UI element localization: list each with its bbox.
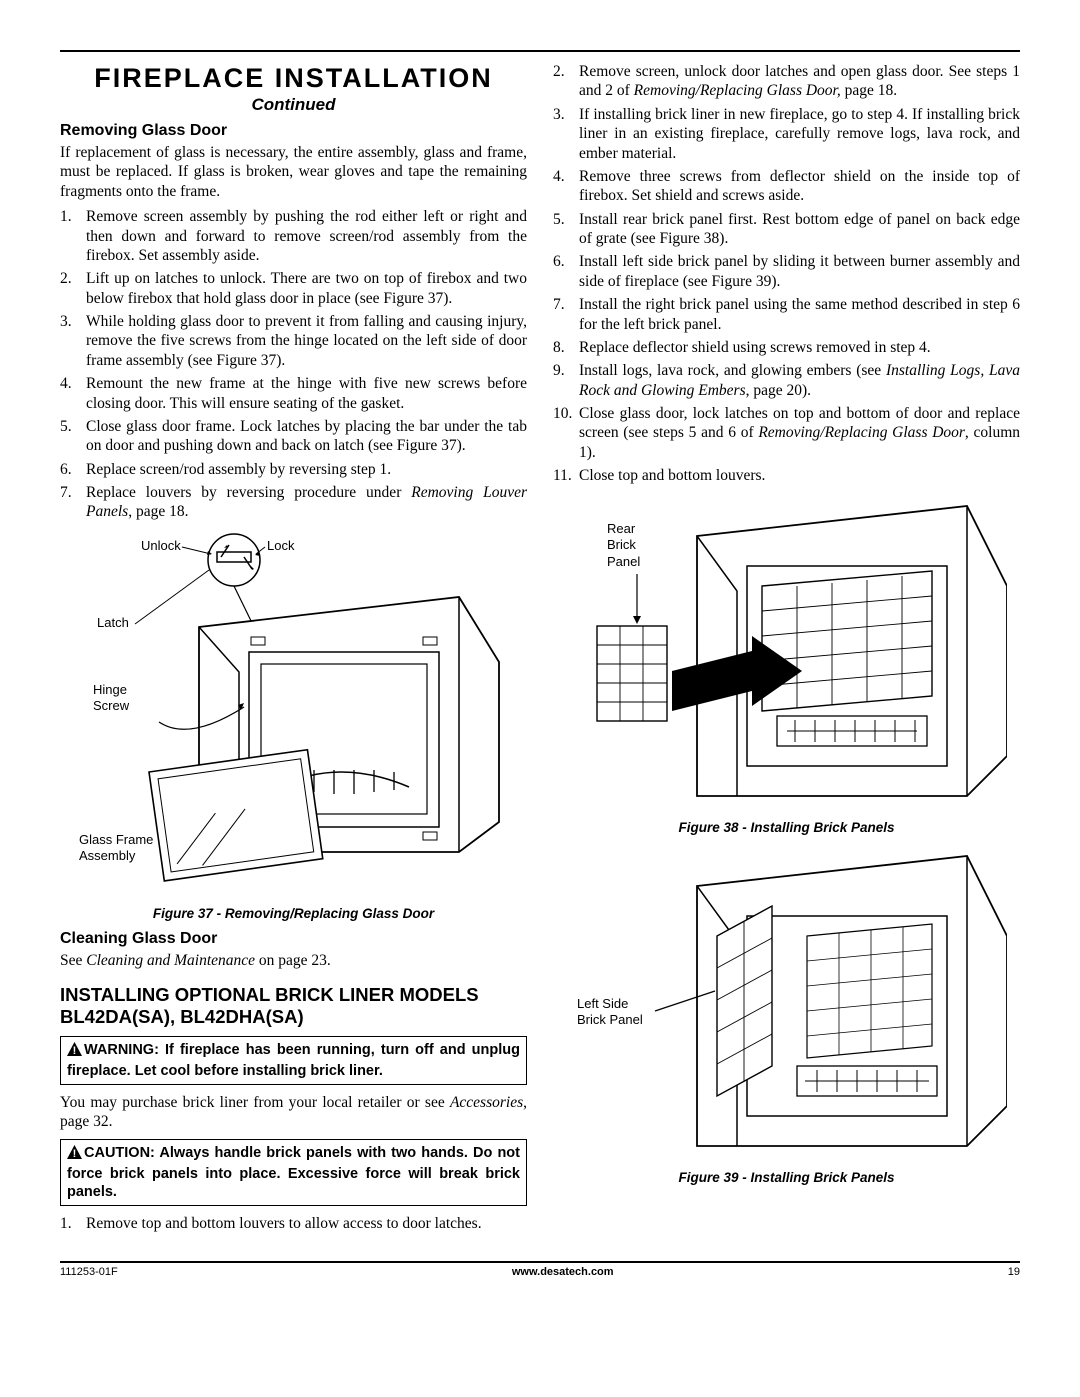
fig39-label-left: Left Side Brick Panel bbox=[577, 996, 657, 1029]
figure-37: Unlock Lock Latch Hinge Screw Glass Fram… bbox=[60, 532, 527, 923]
right-column: 2.Remove screen, unlock door latches and… bbox=[553, 62, 1020, 1237]
cleaning-heading: Cleaning Glass Door bbox=[60, 929, 527, 949]
list-item: 2.Lift up on latches to unlock. There ar… bbox=[60, 269, 527, 308]
warning-text: WARNING: If fireplace has been running, … bbox=[67, 1042, 520, 1078]
list-item: 5.Close glass door frame. Lock latches b… bbox=[60, 417, 527, 456]
brick-steps-left: 1.Remove top and bottom louvers to allow… bbox=[60, 1214, 527, 1233]
footer-page-number: 19 bbox=[1008, 1266, 1020, 1280]
page-subtitle: Continued bbox=[60, 94, 527, 115]
caution-icon: ! bbox=[67, 1145, 82, 1164]
list-item: 8.Replace deflector shield using screws … bbox=[553, 338, 1020, 357]
list-item: 10.Close glass door, lock latches on top… bbox=[553, 404, 1020, 462]
list-item: 5.Install rear brick panel first. Rest b… bbox=[553, 210, 1020, 249]
list-item: 3.While holding glass door to prevent it… bbox=[60, 312, 527, 370]
list-item: 2.Remove screen, unlock door latches and… bbox=[553, 62, 1020, 101]
list-item: 4.Remount the new frame at the hinge wit… bbox=[60, 374, 527, 413]
figure-39: Left Side Brick Panel Figure 39 - Instal… bbox=[553, 846, 1020, 1187]
brick-liner-heading: INSTALLING OPTIONAL BRICK LINER MODELS B… bbox=[60, 984, 527, 1028]
page-title: FIREPLACE INSTALLATION bbox=[60, 62, 527, 96]
fig37-label-lock: Lock bbox=[267, 538, 295, 553]
top-rule bbox=[60, 50, 1020, 52]
list-item: 6.Install left side brick panel by slidi… bbox=[553, 252, 1020, 291]
fig37-label-glass: Glass Frame Assembly bbox=[79, 832, 159, 865]
svg-text:!: ! bbox=[73, 1148, 77, 1159]
title-block: FIREPLACE INSTALLATION Continued bbox=[60, 62, 527, 115]
purchase-text: You may purchase brick liner from your l… bbox=[60, 1093, 527, 1132]
fig39-svg: Left Side Brick Panel bbox=[567, 846, 1007, 1166]
list-item: 9.Install logs, lava rock, and glowing e… bbox=[553, 361, 1020, 400]
list-item: 3.If installing brick liner in new firep… bbox=[553, 105, 1020, 163]
list-item: 7.Replace louvers by reversing procedure… bbox=[60, 483, 527, 522]
warning-box: ! WARNING: If fireplace has been running… bbox=[60, 1036, 527, 1084]
fig39-caption: Figure 39 - Installing Brick Panels bbox=[553, 1170, 1020, 1187]
step-7-text: Replace louvers by reversing procedure u… bbox=[86, 483, 527, 522]
fig37-caption: Figure 37 - Removing/Replacing Glass Doo… bbox=[60, 906, 527, 923]
list-item: 1.Remove top and bottom louvers to allow… bbox=[60, 1214, 527, 1233]
removing-intro: If replacement of glass is necessary, th… bbox=[60, 143, 527, 201]
list-item: 4.Remove three screws from deflector shi… bbox=[553, 167, 1020, 206]
list-item: 6.Replace screen/rod assembly by reversi… bbox=[60, 460, 527, 479]
fig37-label-unlock: Unlock bbox=[141, 538, 181, 553]
caution-box: ! CAUTION: Always handle brick panels wi… bbox=[60, 1139, 527, 1205]
left-column: FIREPLACE INSTALLATION Continued Removin… bbox=[60, 62, 527, 1237]
fig37-svg: Unlock Lock Latch Hinge Screw Glass Fram… bbox=[79, 532, 509, 902]
fig37-label-hinge: Hinge Screw bbox=[93, 682, 153, 715]
two-column-layout: FIREPLACE INSTALLATION Continued Removin… bbox=[60, 62, 1020, 1237]
fig38-svg: Rear Brick Panel bbox=[567, 496, 1007, 816]
fig38-caption: Figure 38 - Installing Brick Panels bbox=[553, 820, 1020, 837]
list-item: 11.Close top and bottom louvers. bbox=[553, 466, 1020, 485]
fig37-label-latch: Latch bbox=[97, 615, 129, 630]
footer-url: www.desatech.com bbox=[512, 1266, 614, 1280]
fig38-label-rear: Rear Brick Panel bbox=[607, 521, 667, 570]
svg-text:!: ! bbox=[73, 1045, 77, 1056]
figure-38: Rear Brick Panel Figure 38 - Installing … bbox=[553, 496, 1020, 837]
warning-icon: ! bbox=[67, 1042, 82, 1061]
removing-glass-heading: Removing Glass Door bbox=[60, 121, 527, 141]
page-footer: 111253-01F www.desatech.com 19 bbox=[60, 1261, 1020, 1280]
removing-steps-list: 1.Remove screen assembly by pushing the … bbox=[60, 207, 527, 522]
footer-doc-number: 111253-01F bbox=[60, 1266, 118, 1280]
caution-text: CAUTION: Always handle brick panels with… bbox=[67, 1145, 520, 1199]
list-item: 1.Remove screen assembly by pushing the … bbox=[60, 207, 527, 265]
list-item: 7.Install the right brick panel using th… bbox=[553, 295, 1020, 334]
brick-steps-right: 2.Remove screen, unlock door latches and… bbox=[553, 62, 1020, 486]
cleaning-text: See Cleaning and Maintenance on page 23. bbox=[60, 951, 527, 970]
